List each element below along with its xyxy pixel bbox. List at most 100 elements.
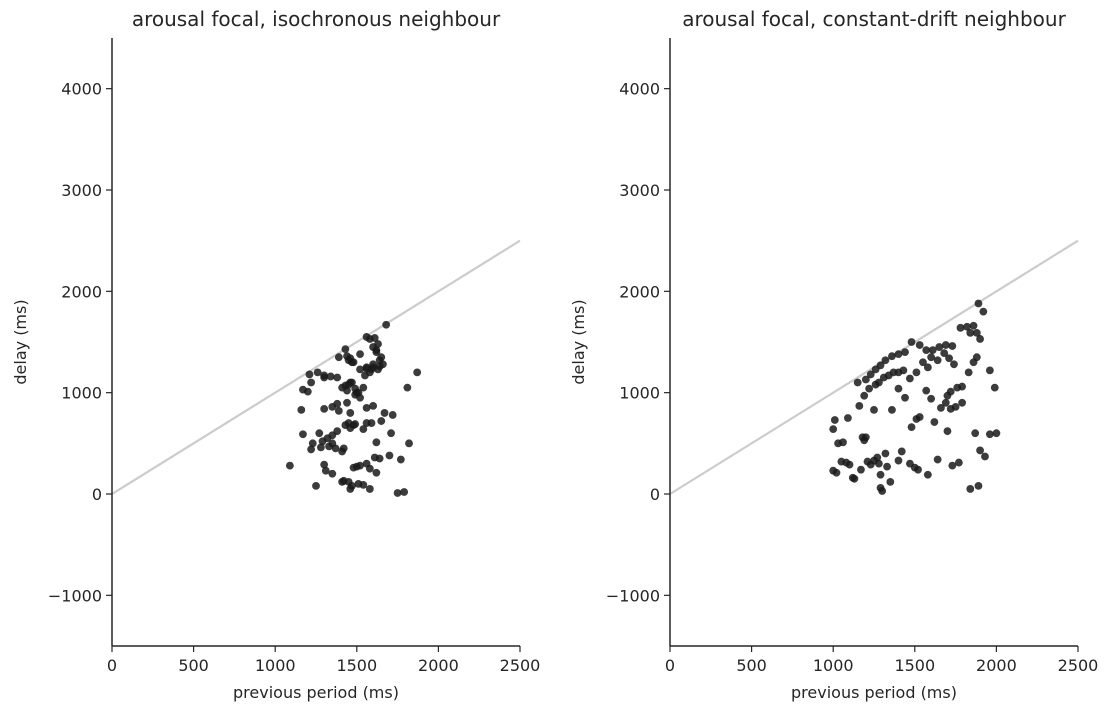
x-tick-label: 2500 xyxy=(1058,656,1099,675)
x-tick-label: 1000 xyxy=(255,656,296,675)
data-point xyxy=(396,455,405,464)
data-point xyxy=(922,386,931,395)
x-tick-label: 2500 xyxy=(500,656,541,675)
data-point xyxy=(307,445,316,454)
data-point xyxy=(343,398,351,407)
data-point xyxy=(941,398,950,407)
data-point xyxy=(305,370,314,379)
data-point xyxy=(950,360,958,369)
data-point xyxy=(894,350,903,359)
data-point xyxy=(853,378,862,387)
data-point xyxy=(923,470,932,479)
chart-title: arousal focal, isochronous neighbour xyxy=(132,7,501,31)
data-point xyxy=(964,368,973,377)
data-point xyxy=(958,382,967,391)
data-point xyxy=(883,462,891,471)
y-tick-label: 0 xyxy=(650,485,660,504)
data-point xyxy=(338,447,347,456)
data-point xyxy=(876,361,885,370)
data-point xyxy=(354,388,363,397)
data-point xyxy=(974,481,983,490)
x-axis-label: previous period (ms) xyxy=(791,683,957,702)
data-point xyxy=(915,341,924,349)
data-point xyxy=(361,371,369,380)
data-point xyxy=(848,473,857,482)
y-axis-label: delay (ms) xyxy=(569,299,588,384)
data-point xyxy=(974,299,983,308)
data-point xyxy=(385,451,394,460)
data-point xyxy=(372,348,381,357)
data-point xyxy=(866,370,875,379)
data-point xyxy=(923,363,932,372)
y-tick-label: 3000 xyxy=(61,181,102,200)
data-point xyxy=(985,430,994,439)
data-point xyxy=(367,419,376,427)
data-point xyxy=(830,416,839,424)
data-point xyxy=(981,452,989,461)
data-point xyxy=(375,356,384,365)
data-point xyxy=(326,372,335,381)
data-point xyxy=(881,449,890,458)
data-point xyxy=(914,465,922,474)
chart-title: arousal focal, constant-drift neighbour xyxy=(682,7,1066,31)
x-tick-label: 0 xyxy=(665,656,675,675)
data-point xyxy=(328,439,337,448)
data-point xyxy=(930,418,939,426)
data-point xyxy=(349,358,358,367)
data-point xyxy=(927,353,936,362)
y-tick-label: 0 xyxy=(92,485,102,504)
data-point xyxy=(992,429,1001,438)
data-point xyxy=(328,469,337,478)
data-point xyxy=(897,447,906,456)
data-point xyxy=(915,413,924,421)
data-point xyxy=(413,368,422,377)
y-tick-label: 1000 xyxy=(61,384,102,403)
data-point xyxy=(876,484,885,492)
data-point xyxy=(976,335,984,343)
data-point xyxy=(888,405,896,414)
data-point xyxy=(285,461,294,470)
x-tick-label: 2000 xyxy=(976,656,1017,675)
data-point xyxy=(876,470,885,479)
data-point xyxy=(948,342,957,350)
data-point xyxy=(860,391,869,400)
y-tick-label: 4000 xyxy=(619,80,660,99)
data-point xyxy=(861,375,870,384)
data-point xyxy=(348,481,356,490)
data-point xyxy=(976,446,984,455)
data-point xyxy=(881,356,890,365)
y-tick-label: 2000 xyxy=(61,282,102,301)
data-point xyxy=(365,464,374,473)
data-point xyxy=(966,485,975,493)
data-point xyxy=(888,352,896,361)
data-point xyxy=(333,427,342,436)
data-point xyxy=(359,383,368,392)
data-point xyxy=(907,423,916,432)
data-point xyxy=(907,338,916,346)
data-point xyxy=(356,461,364,470)
y-tick-label: −1000 xyxy=(48,586,102,605)
data-point xyxy=(388,411,397,419)
data-point xyxy=(400,488,409,496)
data-point xyxy=(966,328,975,337)
y-tick-label: −1000 xyxy=(606,586,660,605)
x-tick-label: 500 xyxy=(736,656,767,675)
y-tick-label: 4000 xyxy=(61,80,102,99)
data-point xyxy=(334,353,343,362)
data-point xyxy=(320,460,329,469)
data-point xyxy=(387,429,395,438)
data-point xyxy=(972,353,981,362)
data-point xyxy=(873,453,882,462)
data-point xyxy=(362,403,371,412)
data-point xyxy=(829,425,838,434)
data-point xyxy=(333,373,342,382)
data-point xyxy=(316,443,325,452)
data-point xyxy=(861,433,870,442)
data-point xyxy=(865,384,874,393)
data-point xyxy=(393,489,402,497)
data-point xyxy=(956,323,965,332)
data-point xyxy=(963,322,971,331)
data-point xyxy=(951,402,960,411)
data-point xyxy=(954,458,963,467)
